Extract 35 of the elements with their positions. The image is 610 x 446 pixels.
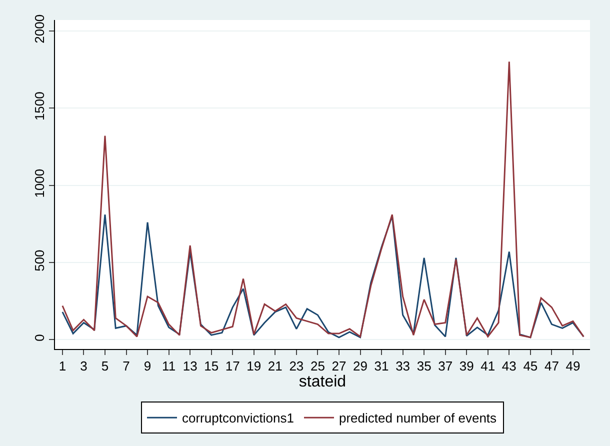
x-tick-label: 3 xyxy=(80,358,88,374)
x-tick-label: 31 xyxy=(374,358,389,374)
y-tick-label: 1000 xyxy=(32,168,47,198)
x-tick-label: 35 xyxy=(416,358,432,374)
x-tick-label: 33 xyxy=(396,358,410,374)
x-tick-label: 11 xyxy=(162,358,176,374)
x-tick-label: 7 xyxy=(122,358,130,374)
x-tick-label: 13 xyxy=(182,358,198,374)
x-tick-label: 47 xyxy=(544,358,559,374)
y-tick-label: 1500 xyxy=(32,92,47,121)
x-tick-label: 49 xyxy=(566,358,580,374)
x-tick-label: 37 xyxy=(438,358,453,374)
x-tick-label: 17 xyxy=(225,358,240,374)
y-tick-label: 500 xyxy=(32,250,47,272)
x-tick-label: 1 xyxy=(58,358,66,374)
x-tick-label: 43 xyxy=(502,358,516,374)
x-tick-label: 27 xyxy=(332,358,346,374)
line-series xyxy=(62,60,584,338)
x-tick-label: 39 xyxy=(459,358,474,374)
x-tick-label: 15 xyxy=(204,358,219,374)
x-tick-label: 45 xyxy=(523,358,538,374)
legend-label: predicted number of events xyxy=(339,410,498,426)
x-tick-label: 5 xyxy=(101,358,109,374)
y-tick-label: 0 xyxy=(32,334,47,342)
legend-label: corruptconvictions1 xyxy=(182,410,294,426)
x-axis-title: stateid xyxy=(298,374,346,391)
y-tick-label: 2000 xyxy=(32,14,47,44)
x-tick-label: 9 xyxy=(144,358,152,374)
line-series xyxy=(62,214,584,338)
x-tick-label: 25 xyxy=(310,358,325,374)
x-tick-label: 23 xyxy=(289,358,304,374)
x-tick-label: 19 xyxy=(246,358,262,374)
x-tick-label: 29 xyxy=(353,358,368,374)
x-tick-label: 41 xyxy=(480,358,496,374)
x-tick-label: 21 xyxy=(268,358,282,374)
